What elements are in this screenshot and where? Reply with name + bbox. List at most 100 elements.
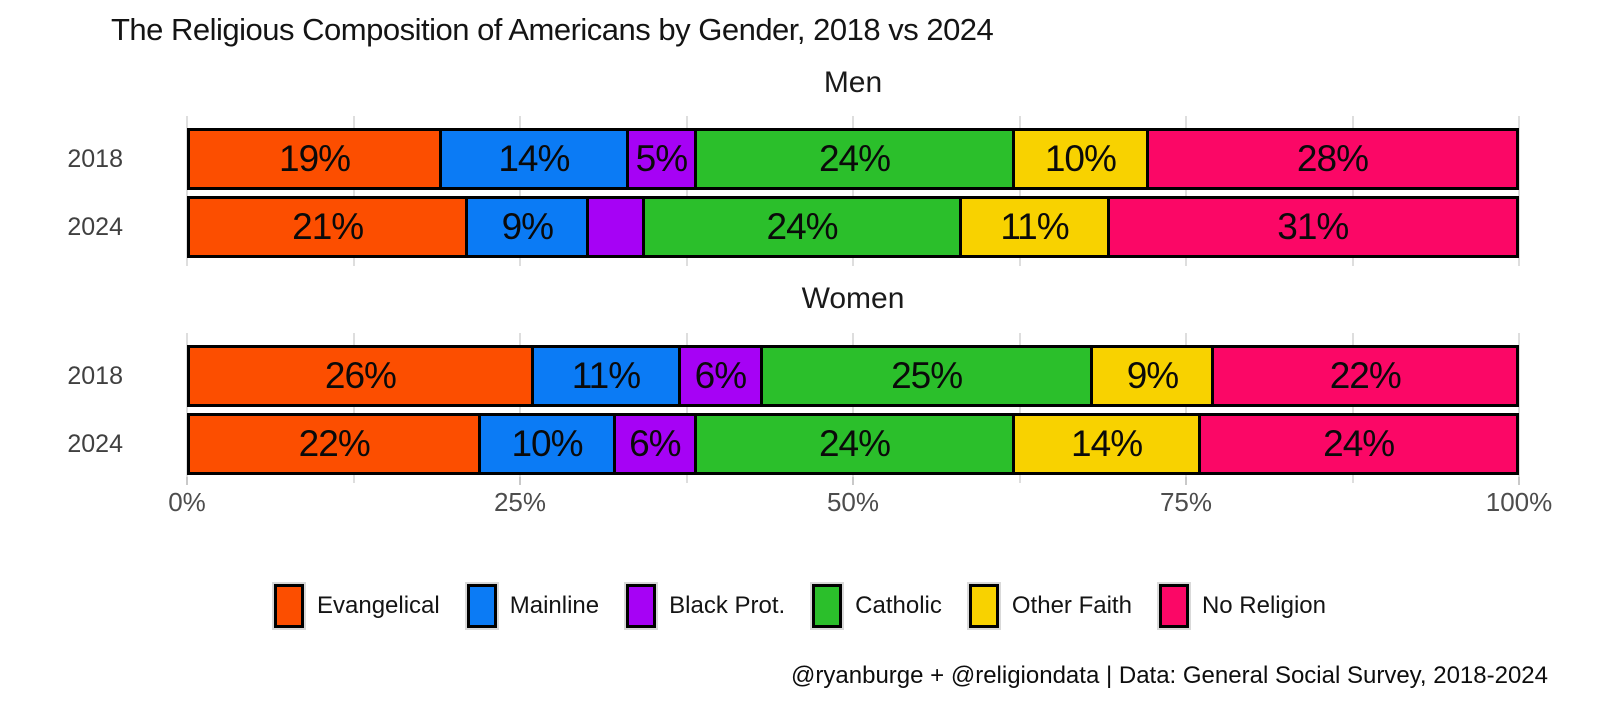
segment-value-label: 9% <box>501 206 554 247</box>
bar-segment-evangelical: 22% <box>187 413 482 475</box>
gridline <box>1351 116 1354 266</box>
legend-label: Evangelical <box>316 592 440 619</box>
bar-segment-catholic: 24% <box>697 413 1015 475</box>
row-label-2018: 2018 <box>67 362 123 390</box>
segment-value-label: 31% <box>1277 206 1349 247</box>
gridline <box>1018 333 1021 483</box>
legend-label: Black Prot. <box>669 592 786 619</box>
axis-tick-label: 25% <box>493 487 547 517</box>
gridline <box>519 333 521 483</box>
segment-value-label: 24% <box>1323 423 1395 464</box>
axis-tick-label: 100% <box>1485 487 1553 517</box>
legend-label: No Religion <box>1201 592 1327 619</box>
gridline <box>685 116 688 266</box>
bar-segment-evangelical: 19% <box>187 128 443 190</box>
segment-value-label: 22% <box>298 423 371 464</box>
segment-value-label: 14% <box>498 138 570 179</box>
gridline <box>352 116 355 266</box>
legend-swatch <box>812 584 843 628</box>
segment-value-label: 19% <box>279 138 351 179</box>
bar-segment-no-religion: 31% <box>1109 196 1519 258</box>
bar-segment-black-prot- <box>589 196 645 258</box>
segment-value-label: 24% <box>818 138 891 179</box>
segment-value-label: 6% <box>629 423 681 464</box>
bar-segment-other-faith: 11% <box>962 196 1110 258</box>
legend-label: Catholic <box>855 592 942 619</box>
axis-tick <box>1185 477 1187 485</box>
legend-label: Other Faith <box>1011 592 1132 619</box>
bar-segment-other-faith: 9% <box>1093 345 1215 407</box>
bar-segment-evangelical: 26% <box>187 345 534 407</box>
gridline <box>685 333 688 483</box>
segment-value-label: 10% <box>511 423 583 464</box>
segment-value-label: 26% <box>324 355 397 396</box>
bar-segment-mainline: 10% <box>481 413 616 475</box>
row-label-2018: 2018 <box>67 145 123 173</box>
legend-item-black-prot-: Black Prot. <box>626 584 785 628</box>
legend-item-other-faith: Other Faith <box>968 584 1132 628</box>
legend-swatch <box>626 584 657 628</box>
bar-segment-mainline: 9% <box>468 196 590 258</box>
bar-segment-black-prot-: 6% <box>615 413 698 475</box>
bar-segment-mainline: 14% <box>442 128 629 190</box>
axis-tick <box>1518 477 1520 485</box>
axis-tick <box>852 477 854 485</box>
stacked-bar-men-2018: 19% 14% 5% 24% 10% 28% <box>187 128 1519 190</box>
gridline <box>519 116 521 266</box>
segment-value-label: 21% <box>292 206 364 247</box>
axis-tick-label: 75% <box>1159 487 1213 517</box>
panel-title-women: Women <box>801 282 905 315</box>
legend-item-evangelical: Evangelical <box>273 584 440 628</box>
segment-value-label: 22% <box>1329 355 1402 396</box>
legend-item-mainline: Mainline <box>466 584 600 628</box>
stacked-bar-women-2024: 22% 10% 6% 24% 14% 24% <box>187 413 1519 475</box>
gridline <box>1185 116 1187 266</box>
bar-segment-no-religion: 24% <box>1201 413 1519 475</box>
panel-title-men: Men <box>823 66 883 99</box>
segment-value-label: 28% <box>1296 138 1369 179</box>
gridline <box>352 333 355 483</box>
legend-swatch <box>273 584 304 628</box>
gridline <box>186 333 188 483</box>
segment-value-label: 10% <box>1044 138 1117 179</box>
bar-segment-no-religion: 22% <box>1214 345 1519 407</box>
bar-segment-mainline: 11% <box>533 345 682 407</box>
gridline <box>1018 116 1021 266</box>
stacked-bar-men-2024: 21% 9% 24% 11% 31% <box>187 196 1519 258</box>
bar-segment-no-religion: 28% <box>1148 128 1519 190</box>
bar-segment-evangelical: 21% <box>187 196 469 258</box>
gridline <box>1518 333 1520 483</box>
bar-segment-catholic: 24% <box>644 196 963 258</box>
bar-segment-other-faith: 14% <box>1014 413 1202 475</box>
axis-tick-label: 0% <box>168 487 206 517</box>
legend-swatch <box>1158 584 1189 628</box>
axis-tick <box>186 477 188 485</box>
gridline <box>1185 333 1187 483</box>
legend-label: Mainline <box>509 592 600 619</box>
axis-tick-label: 50% <box>826 487 880 517</box>
legend-item-catholic: Catholic <box>812 584 942 628</box>
bar-segment-other-faith: 10% <box>1014 128 1149 190</box>
source-credit: @ryanburge + @religiondata | Data: Gener… <box>791 662 1548 689</box>
segment-value-label: 6% <box>694 355 747 396</box>
segment-value-label: 24% <box>818 423 891 464</box>
legend-swatch <box>968 584 999 628</box>
stacked-bar-women-2018: 26% 11% 6% 25% 9% 22% <box>187 345 1519 407</box>
segment-value-label: 9% <box>1126 355 1179 396</box>
gridline <box>852 116 854 266</box>
bar-segment-catholic: 25% <box>762 345 1094 407</box>
panel-gridlines <box>186 333 1520 483</box>
gridline <box>1351 333 1354 483</box>
row-label-2024: 2024 <box>67 430 123 458</box>
bar-segment-black-prot-: 6% <box>681 345 763 407</box>
chart-title: The Religious Composition of Americans b… <box>111 12 994 47</box>
legend-item-no-religion: No Religion <box>1158 584 1327 628</box>
row-label-2024: 2024 <box>67 213 123 241</box>
segment-value-label: 14% <box>1071 423 1143 464</box>
segment-value-label: 11% <box>571 355 641 396</box>
bar-segment-black-prot-: 5% <box>628 128 698 190</box>
segment-value-label: 25% <box>891 355 963 396</box>
axis-tick <box>519 477 521 485</box>
legend: Evangelical Mainline Black Prot. Catholic Ot… <box>0 584 1600 628</box>
